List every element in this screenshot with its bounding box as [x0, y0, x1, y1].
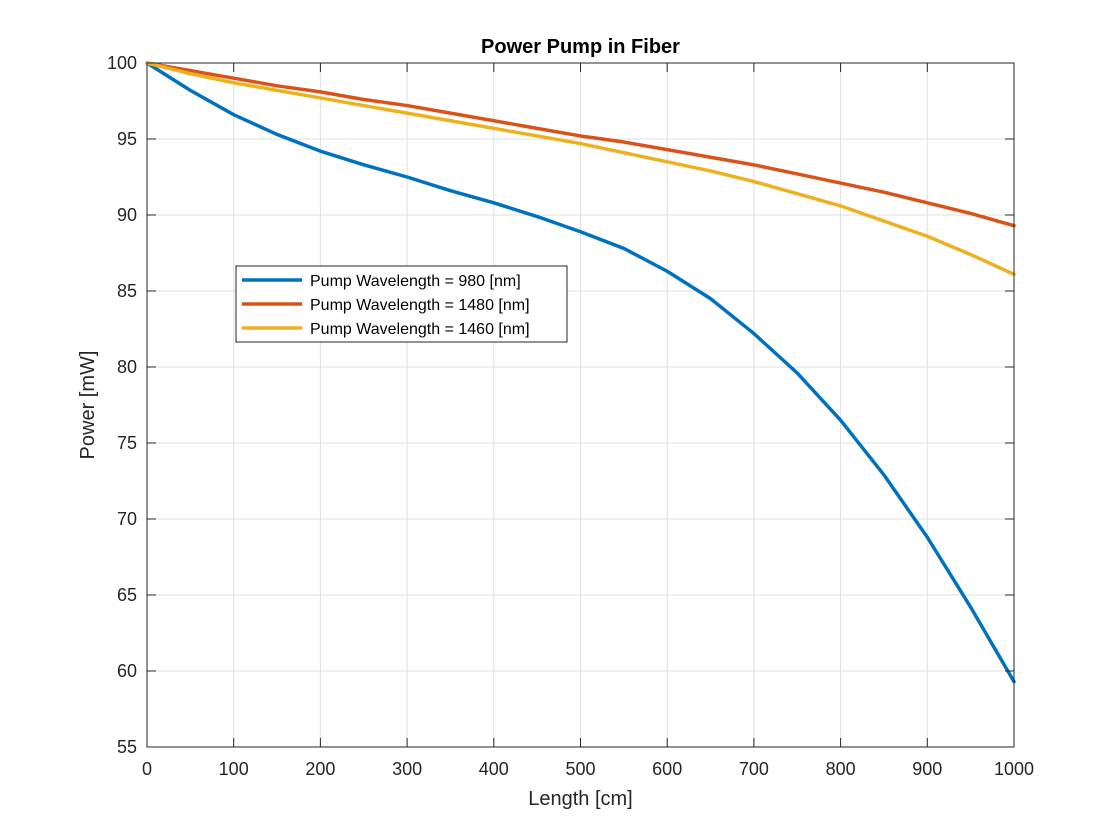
legend-entry-1: Pump Wavelength = 980 [nm]: [310, 273, 521, 290]
y-axis-label: Power [mW]: [77, 351, 99, 460]
y-tick-label: 100: [107, 53, 137, 73]
y-tick-label: 70: [117, 509, 137, 529]
x-tick-label: 1000: [994, 759, 1034, 779]
x-tick-label: 200: [305, 759, 335, 779]
series-group: [145, 61, 1016, 684]
x-tick-label: 100: [219, 759, 249, 779]
y-tick-label: 75: [117, 433, 137, 453]
y-tick-label: 95: [117, 129, 137, 149]
series-line-2: [145, 61, 1016, 228]
x-tick-label: 600: [652, 759, 682, 779]
y-tick-label: 80: [117, 357, 137, 377]
y-tick-label: 90: [117, 205, 137, 225]
tick-labels: 0 100 200 300 400 500 600 700 800 900 1000 55 60 65 70…: [107, 53, 1034, 779]
legend-entry-2: Pump Wavelength = 1480 [nm]: [310, 297, 530, 314]
x-tick-label: 500: [565, 759, 595, 779]
y-tick-label: 60: [117, 661, 137, 681]
ticks: [146, 62, 1015, 748]
x-tick-label: 400: [479, 759, 509, 779]
y-tick-label: 65: [117, 585, 137, 605]
x-tick-label: 0: [142, 759, 152, 779]
grid: [146, 62, 1015, 748]
x-tick-label: 700: [739, 759, 769, 779]
x-tick-label: 800: [826, 759, 856, 779]
series-line-3: [145, 61, 1016, 277]
x-tick-label: 900: [912, 759, 942, 779]
legend: Pump Wavelength = 980 [nm] Pump Wavelengt…: [235, 265, 568, 343]
chart-title: Power Pump in Fiber: [481, 36, 680, 58]
series-line-1: [145, 61, 1016, 684]
legend-entry-3: Pump Wavelength = 1460 [nm]: [310, 321, 530, 338]
y-tick-label: 85: [117, 281, 137, 301]
y-tick-label: 55: [117, 737, 137, 757]
x-axis-label: Length [cm]: [528, 788, 633, 810]
x-tick-label: 300: [392, 759, 422, 779]
